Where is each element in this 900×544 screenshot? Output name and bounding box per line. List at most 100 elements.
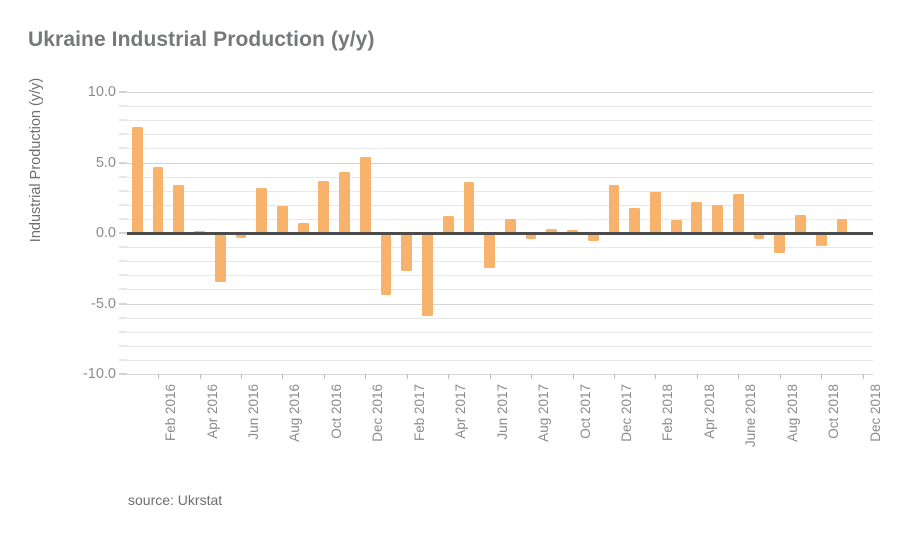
gridline-minor bbox=[127, 331, 873, 333]
gridline-minor bbox=[127, 106, 873, 108]
x-axis-tick-mark bbox=[862, 374, 864, 379]
gridline-major bbox=[127, 162, 873, 164]
bars-layer bbox=[127, 92, 873, 374]
x-axis-tick-label: Oct 2018 bbox=[826, 384, 842, 439]
y-axis-tick-label: 5.0 bbox=[95, 154, 116, 171]
y-axis-tick-mark bbox=[119, 274, 127, 276]
bar[interactable] bbox=[380, 233, 392, 296]
bar[interactable] bbox=[277, 206, 288, 233]
x-axis-tick-mark bbox=[821, 374, 823, 379]
bar[interactable] bbox=[629, 208, 641, 233]
y-axis-tick-mark bbox=[119, 147, 127, 149]
x-axis-tick-mark bbox=[406, 374, 408, 379]
gridline-minor bbox=[127, 204, 873, 206]
gridline-minor bbox=[127, 247, 873, 249]
bar[interactable] bbox=[422, 233, 433, 317]
bar[interactable] bbox=[587, 233, 599, 242]
bar[interactable] bbox=[815, 233, 827, 246]
bar[interactable] bbox=[836, 218, 848, 233]
x-axis-tick-label: Feb 2016 bbox=[163, 384, 179, 442]
gridline-minor bbox=[127, 261, 873, 263]
bar[interactable] bbox=[359, 156, 371, 233]
gridline-minor bbox=[127, 317, 873, 319]
x-axis-tick-mark bbox=[199, 374, 201, 379]
bar[interactable] bbox=[339, 172, 350, 233]
bar[interactable] bbox=[173, 185, 185, 233]
y-axis-tick-mark bbox=[119, 359, 127, 361]
x-axis-tick-mark bbox=[779, 374, 781, 379]
y-axis-tick-mark bbox=[119, 317, 127, 319]
gridline-minor bbox=[127, 359, 873, 361]
x-axis-tick-mark bbox=[240, 374, 242, 379]
bar[interactable] bbox=[650, 192, 661, 233]
y-axis-tick-mark bbox=[119, 133, 127, 135]
y-axis-tick-label: 0.0 bbox=[95, 225, 116, 241]
bar[interactable] bbox=[463, 182, 475, 233]
y-axis-tick-mark bbox=[119, 232, 127, 234]
bar[interactable] bbox=[442, 216, 454, 233]
bar[interactable] bbox=[691, 201, 703, 233]
bar[interactable] bbox=[297, 223, 309, 233]
y-axis-tick-mark bbox=[119, 204, 127, 206]
x-axis-tick-label: Dec 2017 bbox=[618, 384, 634, 442]
x-axis-tick-label: Aug 2018 bbox=[784, 384, 800, 442]
bar[interactable] bbox=[567, 230, 578, 233]
x-axis-tick-label: Dec 2016 bbox=[370, 384, 386, 442]
gridline-minor bbox=[127, 120, 873, 122]
y-axis-tick-mark bbox=[119, 91, 127, 93]
y-axis-title: Industrial Production (y/y) bbox=[28, 77, 44, 243]
bar[interactable] bbox=[712, 204, 723, 233]
bar[interactable] bbox=[401, 233, 413, 272]
bar[interactable] bbox=[795, 214, 806, 233]
bar[interactable] bbox=[131, 127, 143, 233]
source-note: source: Ukrstat bbox=[128, 492, 223, 508]
plot-area bbox=[127, 92, 873, 375]
bar[interactable] bbox=[774, 233, 786, 253]
x-axis-tick-label: Dec 2018 bbox=[867, 384, 883, 442]
bar[interactable] bbox=[525, 233, 537, 239]
gridline-minor bbox=[127, 275, 873, 277]
bar[interactable] bbox=[484, 233, 496, 269]
bar[interactable] bbox=[732, 194, 744, 233]
x-axis-tick-label: Jun 2017 bbox=[494, 384, 510, 440]
bar[interactable] bbox=[214, 233, 226, 283]
bar[interactable] bbox=[608, 185, 620, 233]
y-axis-tick-mark bbox=[119, 288, 127, 290]
bar[interactable] bbox=[504, 218, 516, 233]
y-axis-tick-mark bbox=[119, 345, 127, 347]
bar[interactable] bbox=[152, 166, 164, 233]
x-axis-tick-mark bbox=[365, 374, 367, 379]
x-axis-tick-label: Apr 2016 bbox=[204, 384, 220, 439]
bar[interactable] bbox=[256, 187, 268, 233]
x-axis-tick-mark bbox=[158, 374, 160, 379]
x-axis-tick-mark bbox=[696, 374, 698, 379]
x-axis-tick-mark bbox=[572, 374, 574, 379]
y-axis-tick-mark bbox=[119, 105, 127, 107]
y-axis-tick-mark bbox=[119, 331, 127, 333]
y-axis-tick-mark bbox=[119, 246, 127, 248]
y-axis-tick-label: -5.0 bbox=[91, 295, 116, 312]
x-axis-tick-label: Aug 2016 bbox=[287, 384, 303, 442]
x-axis-tick-mark bbox=[323, 374, 325, 379]
x-axis-tick-label: June 2018 bbox=[743, 384, 759, 448]
y-axis-tick-mark bbox=[119, 303, 127, 304]
gridline-minor bbox=[127, 289, 873, 291]
bar[interactable] bbox=[670, 220, 682, 233]
x-axis-tick-label: Jun 2016 bbox=[245, 384, 261, 440]
x-axis-tick-label: Apr 2017 bbox=[453, 384, 469, 439]
x-axis-tick-mark bbox=[448, 374, 450, 379]
bar[interactable] bbox=[318, 180, 330, 233]
gridline-major bbox=[127, 303, 873, 305]
y-axis-tick-mark bbox=[119, 218, 127, 220]
bar[interactable] bbox=[194, 230, 205, 233]
bar[interactable] bbox=[546, 229, 558, 233]
chart-title: Ukraine Industrial Production (y/y) bbox=[28, 28, 375, 51]
bar[interactable] bbox=[235, 233, 247, 238]
gridline-minor bbox=[127, 148, 873, 150]
bar[interactable] bbox=[753, 233, 765, 240]
gridline-major bbox=[127, 92, 873, 93]
y-axis-tick-mark bbox=[119, 162, 127, 163]
y-axis-tick-mark bbox=[119, 176, 127, 178]
y-axis-tick-label: -10.0 bbox=[82, 366, 116, 382]
